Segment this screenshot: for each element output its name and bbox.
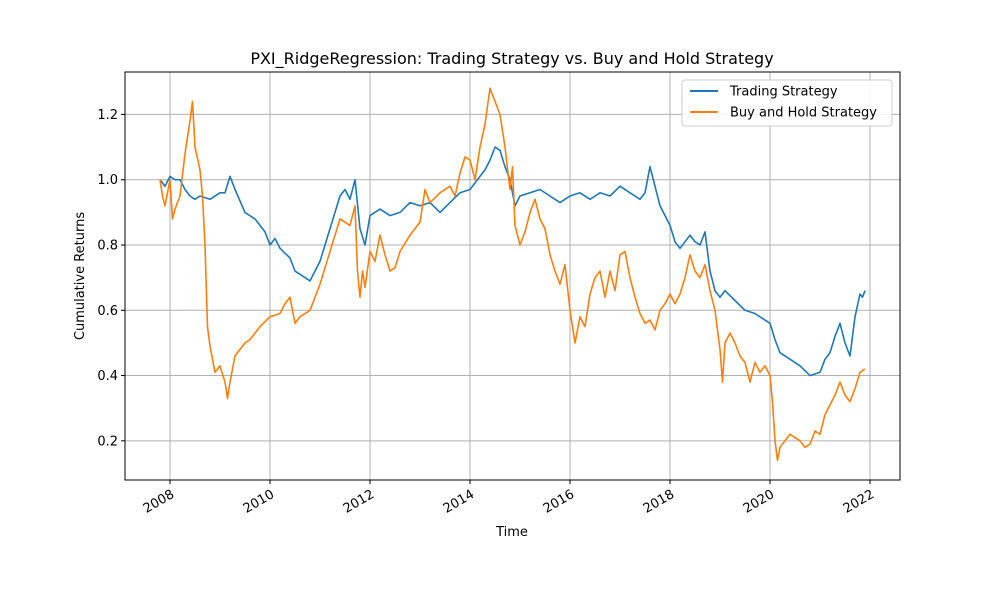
series-line-trading-strategy	[159, 146, 866, 377]
series-lines	[159, 87, 866, 462]
plot-frame	[124, 71, 901, 481]
y-tick-label: 1.2	[97, 108, 118, 123]
legend-label-buy-hold: Buy and Hold Strategy	[730, 106, 877, 121]
chart-title: PXI_RidgeRegression: Trading Strategy vs…	[250, 49, 773, 69]
x-axis-label: Time	[495, 525, 528, 540]
y-tick-label: 1.0	[97, 173, 118, 188]
legend-box	[681, 79, 893, 127]
y-tick-label: 0.4	[97, 369, 118, 384]
legend: Trading Strategy Buy and Hold Strategy	[681, 79, 893, 127]
series-line-buy-and-hold-strategy	[159, 87, 866, 462]
legend-label-trading: Trading Strategy	[729, 85, 838, 100]
y-tick-label: 0.8	[97, 238, 118, 253]
y-tick-label: 0.6	[97, 304, 118, 319]
y-tick-label: 0.2	[97, 434, 118, 449]
y-axis-ticks: 0.2 0.4 0.6 0.8 1.0 1.2	[97, 108, 125, 449]
grid-lines	[125, 72, 900, 480]
y-axis-label: Cumulative Returns	[73, 212, 88, 340]
